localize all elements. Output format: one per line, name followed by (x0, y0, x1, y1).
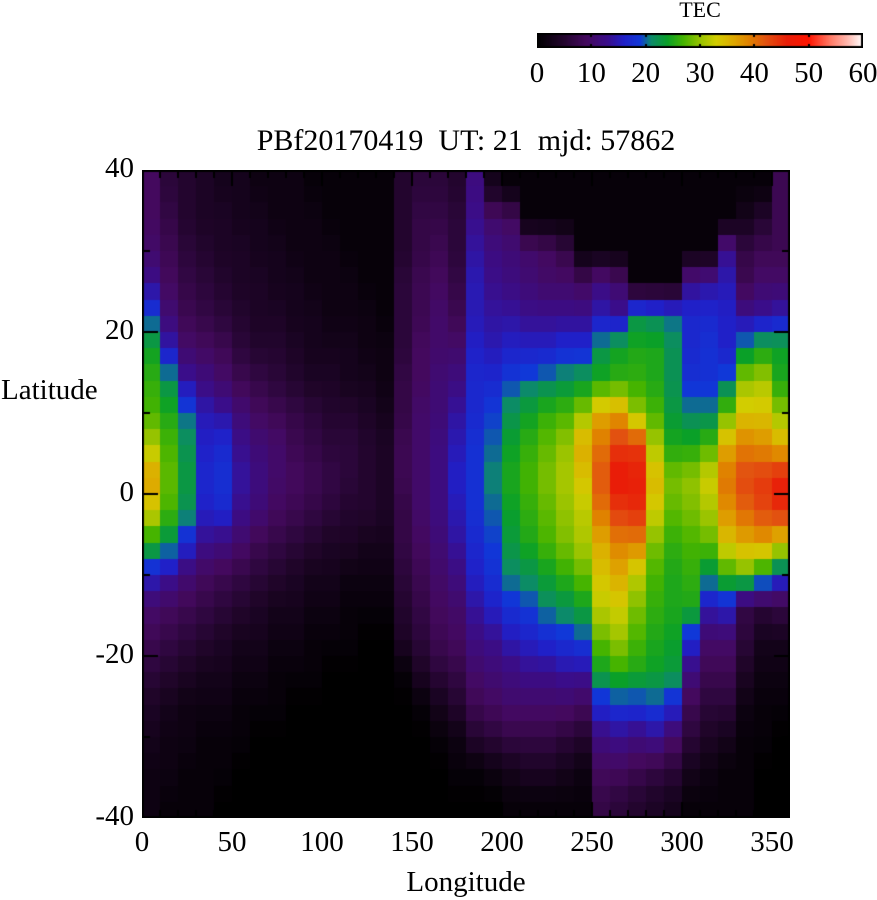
colorbar-tick-label: 10 (576, 57, 606, 89)
x-tick-label: 0 (134, 826, 150, 858)
x-tick-label: 200 (480, 826, 524, 858)
colorbar-tick-label: 0 (529, 57, 545, 89)
colorbar (537, 33, 863, 48)
x-tick-label: 350 (750, 826, 794, 858)
x-axis-label: Longitude (406, 866, 526, 898)
y-tick-label: 0 (119, 475, 135, 508)
colorbar-title: TEC (679, 0, 721, 22)
tec-heatmap (142, 170, 790, 818)
y-tick-label: 20 (105, 313, 134, 346)
colorbar-tick-label: 20 (631, 57, 661, 89)
x-tick-label: 300 (660, 826, 704, 858)
plot-title: PBf20170419 UT: 21 mjd: 57862 (256, 124, 676, 157)
colorbar-tick-label: 30 (685, 57, 715, 89)
x-tick-label: 250 (570, 826, 614, 858)
colorbar-tick-label: 60 (848, 57, 877, 89)
y-tick-label: 40 (105, 151, 134, 184)
y-tick-label: -40 (95, 799, 134, 832)
y-tick-label: -20 (95, 637, 134, 670)
colorbar-tick-label: 40 (739, 57, 769, 89)
x-tick-label: 100 (300, 826, 344, 858)
colorbar-tick-label: 50 (794, 57, 824, 89)
x-tick-label: 150 (390, 826, 434, 858)
x-tick-label: 50 (217, 826, 247, 858)
y-axis-label: Latitude (1, 373, 98, 406)
